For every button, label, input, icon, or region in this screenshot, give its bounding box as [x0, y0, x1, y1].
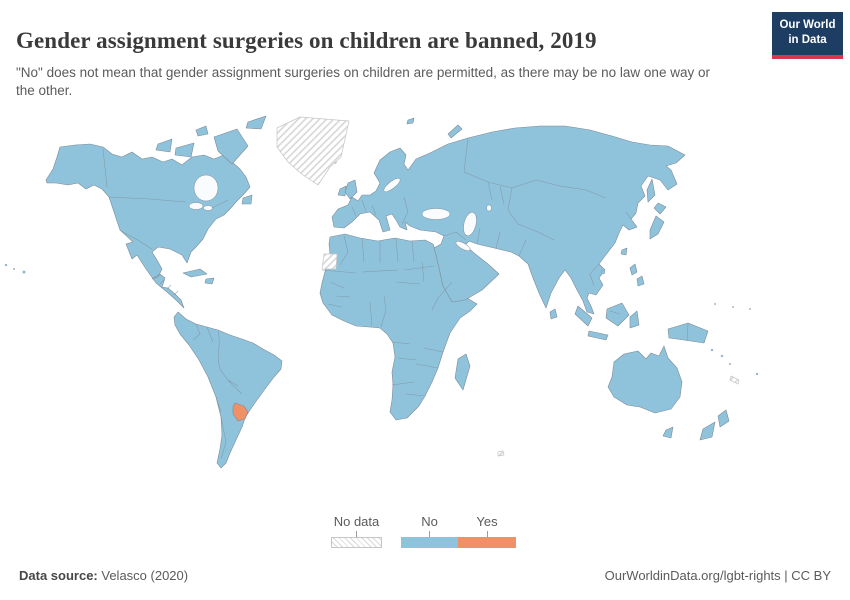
island-newfoundland[interactable]: [241, 194, 253, 205]
island-java[interactable]: [587, 330, 609, 341]
island-ireland[interactable]: [337, 185, 347, 197]
legend-no-swatch[interactable]: [401, 537, 458, 548]
data-source: Data source: Velasco (2020): [19, 568, 188, 583]
region-new-caledonia-no-data[interactable]: [729, 375, 740, 385]
islands-vanuatu[interactable]: [729, 363, 731, 365]
legend-yes-swatch[interactable]: [458, 537, 516, 548]
islands-solomon[interactable]: [710, 348, 714, 352]
islands-hawaii[interactable]: [4, 263, 8, 267]
island-great-britain[interactable]: [344, 179, 358, 200]
owid-logo-line1: Our World: [779, 19, 836, 31]
owid-logo[interactable]: Our World in Data: [772, 12, 843, 59]
continent-north-america[interactable]: [45, 143, 251, 309]
great-lakes-2: [203, 205, 213, 211]
region-western-sahara-no-data[interactable]: [321, 253, 338, 270]
islands-philippines[interactable]: [629, 263, 645, 287]
data-source-value: Velasco (2020): [101, 567, 189, 583]
page-title: Gender assignment surgeries on children …: [16, 28, 597, 54]
region-small-islet-no-data[interactable]: [497, 450, 505, 457]
persian-gulf: [455, 240, 471, 252]
page-subtitle: "No" does not mean that gender assignmen…: [16, 64, 710, 99]
island-svalbard[interactable]: [406, 117, 415, 125]
island-honshu[interactable]: [649, 215, 665, 240]
continent-eurasia[interactable]: [331, 125, 686, 315]
island-sri-lanka[interactable]: [549, 308, 558, 320]
island-cuba[interactable]: [182, 268, 208, 278]
islands-solomon-2[interactable]: [720, 354, 724, 358]
attribution-link[interactable]: OurWorldinData.org/lgbt-rights | CC BY: [604, 567, 831, 583]
legend-yes-tick: [487, 531, 488, 537]
owid-logo-line2: in Data: [788, 33, 827, 46]
legend-yes-label: Yes: [476, 514, 498, 529]
island-sulawesi[interactable]: [629, 310, 640, 329]
island-tasmania[interactable]: [662, 426, 674, 439]
legend-no-data-label: No data: [333, 514, 380, 529]
islands-hawaii-2[interactable]: [13, 268, 15, 270]
island-new-zealand-north[interactable]: [717, 409, 730, 428]
hudson-bay: [193, 174, 219, 202]
island-borneo[interactable]: [605, 302, 630, 327]
island-new-guinea[interactable]: [667, 322, 709, 344]
data-source-label: Data source:: [19, 567, 98, 583]
caspian-sea: [463, 212, 477, 236]
map-legend: No data No Yes: [0, 514, 850, 550]
island-hainan[interactable]: [600, 269, 606, 275]
island-sumatra[interactable]: [574, 305, 593, 327]
islands-fiji[interactable]: [755, 372, 759, 376]
arctic-islands[interactable]: [155, 115, 267, 165]
island-sakhalin[interactable]: [646, 178, 656, 203]
island-novaya-zemlya[interactable]: [447, 124, 463, 139]
legend-no-tick: [429, 531, 430, 537]
aral-sea: [486, 204, 492, 212]
continent-africa[interactable]: [319, 233, 478, 421]
continent-australia[interactable]: [607, 345, 683, 414]
baltic-sea: [383, 178, 401, 192]
islands-micronesia[interactable]: [714, 303, 716, 305]
continent-south-america[interactable]: [173, 311, 283, 469]
island-hokkaido[interactable]: [653, 202, 667, 215]
world-map[interactable]: [0, 112, 850, 504]
world-map-svg[interactable]: [0, 112, 850, 504]
island-taiwan[interactable]: [620, 247, 628, 256]
legend-no-data-swatch[interactable]: [331, 537, 382, 548]
black-sea: [421, 208, 451, 220]
legend-no-label: No: [421, 514, 438, 529]
island-new-zealand-south[interactable]: [699, 421, 716, 441]
islands-micronesia-3[interactable]: [749, 308, 751, 310]
region-greenland-no-data[interactable]: [276, 116, 350, 186]
country-borders: [102, 137, 689, 460]
country-uruguay[interactable]: [232, 402, 249, 422]
islands-hawaii-3[interactable]: [22, 270, 26, 274]
chart-footer: Data source: Velasco (2020) OurWorldinDa…: [19, 565, 831, 585]
great-lakes: [188, 202, 204, 210]
islands-micronesia-2[interactable]: [732, 306, 734, 308]
island-hispaniola[interactable]: [204, 277, 215, 285]
island-madagascar[interactable]: [454, 353, 471, 391]
legend-no-data-tick: [356, 531, 357, 537]
